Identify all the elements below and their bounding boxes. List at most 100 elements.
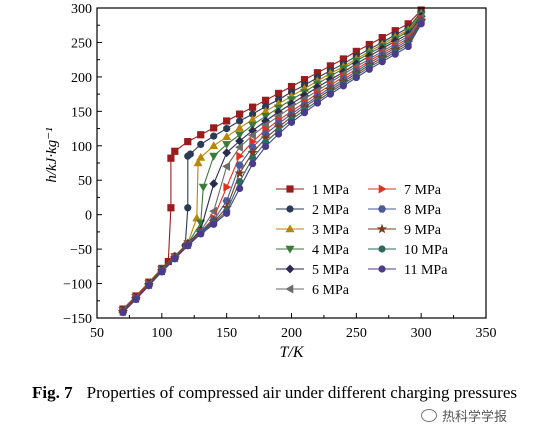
y-tick-label-4: 0: [85, 209, 92, 224]
series-line-8: [122, 20, 422, 313]
data-point-s1-7: [167, 154, 175, 162]
legend-marker-3: [285, 224, 295, 233]
watermark: 热科学学报: [421, 404, 507, 426]
data-point-s9-10: [234, 167, 245, 178]
legend-marker-1: [286, 185, 294, 193]
data-point-s1-6: [167, 204, 175, 212]
data-point-s6-11: [247, 130, 256, 140]
x-tick-label-2: 100: [151, 326, 172, 341]
x-tick-label-7: 350: [476, 326, 497, 341]
data-point-s11-16: [313, 99, 322, 107]
y-tick-label-2: −100: [63, 278, 92, 293]
data-point-s2-12: [223, 124, 231, 133]
legend-label-5: 5 MPa: [312, 263, 350, 278]
data-point-s11-24: [417, 20, 425, 28]
legend-label-4: 4 MPa: [312, 243, 350, 258]
y-tick-label-8: 200: [71, 71, 92, 86]
data-point-s11-8: [210, 220, 218, 228]
data-point-s11-6: [184, 242, 192, 250]
legend-label-7: 7 MPa: [404, 183, 442, 198]
legend-marker-7: [378, 184, 387, 194]
x-axis-label: T/K: [279, 344, 304, 361]
data-point-s11-17: [326, 90, 335, 98]
data-point-s11-5: [171, 255, 179, 263]
legend-label-9: 9 MPa: [404, 223, 442, 238]
figure-caption: Fig. 7 Properties of compressed air under…: [32, 382, 532, 404]
data-point-s6-9: [222, 161, 230, 171]
data-point-s11-10: [236, 184, 244, 193]
legend-marker-8: [377, 205, 387, 213]
data-point-s1-15: [261, 96, 270, 104]
figure-caption-text: Properties of compressed air under diffe…: [86, 383, 517, 402]
legend-marker-10: [378, 245, 386, 253]
figure-label: Fig. 7: [32, 383, 73, 402]
data-point-s11-7: [197, 230, 205, 238]
data-point-s11-2: [132, 295, 140, 304]
data-point-s4-8: [198, 183, 208, 192]
y-tick-label-7: 150: [71, 105, 92, 120]
data-point-s7-10: [236, 151, 245, 161]
data-point-s5-8: [209, 179, 219, 189]
data-point-s11-15: [300, 109, 309, 117]
data-point-s11-13: [274, 130, 283, 138]
data-point-s1-8: [171, 147, 179, 155]
data-point-s11-20: [365, 65, 373, 73]
data-point-s2-7: [184, 204, 192, 212]
legend-label-1: 1 MPa: [312, 183, 350, 198]
data-point-s11-12: [261, 142, 270, 151]
y-tick-label-1: −150: [63, 312, 92, 327]
legend-marker-4: [285, 245, 295, 254]
data-point-s11-22: [391, 50, 399, 58]
data-point-s4-11: [235, 131, 245, 140]
data-point-s1-9: [184, 138, 192, 146]
data-point-s11-18: [339, 82, 347, 90]
legend-label-8: 8 MPa: [404, 203, 442, 218]
legend-label-11: 11 MPa: [404, 263, 448, 278]
data-point-s11-21: [378, 58, 386, 66]
data-point-s11-9: [223, 209, 231, 217]
legend-marker-9: [376, 223, 388, 234]
data-point-s1-13: [236, 110, 244, 118]
data-point-s8-10: [235, 161, 244, 169]
data-point-s1-16: [274, 89, 283, 98]
data-point-s3-10: [209, 141, 219, 150]
legend-label-2: 2 MPa: [312, 203, 350, 218]
y-axis-label: h/kJ·kg⁻¹: [44, 127, 60, 183]
y-tick-label-10: 300: [71, 2, 92, 17]
data-point-s4-9: [209, 152, 219, 161]
data-point-s5-9: [222, 148, 232, 158]
y-tick-label-6: 100: [71, 140, 92, 155]
y-tick-label-5: 50: [78, 174, 92, 189]
data-point-s4-12: [248, 121, 258, 130]
data-point-s11-11: [249, 160, 257, 168]
y-tick-label-9: 250: [71, 36, 92, 51]
data-point-s1-12: [223, 117, 231, 125]
data-point-s2-13: [236, 117, 244, 125]
data-point-s3-13: [248, 114, 258, 123]
legend-marker-11: [378, 265, 386, 273]
legend-label-6: 6 MPa: [312, 283, 350, 298]
legend-label-3: 3 MPa: [312, 223, 350, 238]
data-point-s3-7: [192, 213, 202, 222]
data-point-s3-8: [193, 158, 203, 167]
data-point-s4-10: [222, 141, 232, 150]
wechat-icon: [421, 408, 437, 422]
data-point-s3-9: [196, 152, 206, 161]
data-point-s7-9: [223, 182, 232, 192]
data-point-s2-10: [197, 140, 205, 148]
data-point-s11-14: [287, 118, 296, 126]
x-tick-label-6: 300: [411, 326, 432, 341]
x-tick-label-3: 150: [216, 326, 237, 341]
data-point-s11-23: [404, 42, 412, 51]
data-point-s11-1: [119, 308, 127, 317]
data-point-s6-10: [234, 142, 243, 152]
data-point-s2-9: [186, 150, 194, 158]
enthalpy-temperature-chart: 50 100 150 200 250 300 350 −150 −100 −50 0 50 100 150…: [44, 2, 497, 361]
x-tick-label-4: 200: [281, 326, 302, 341]
x-tick-label-1: 50: [90, 326, 104, 341]
data-point-s3-11: [222, 132, 232, 141]
data-point-s1-10: [197, 131, 205, 139]
data-point-s11-3: [145, 282, 153, 290]
legend-marker-2: [286, 205, 294, 213]
watermark-text: 热科学学报: [442, 409, 508, 425]
